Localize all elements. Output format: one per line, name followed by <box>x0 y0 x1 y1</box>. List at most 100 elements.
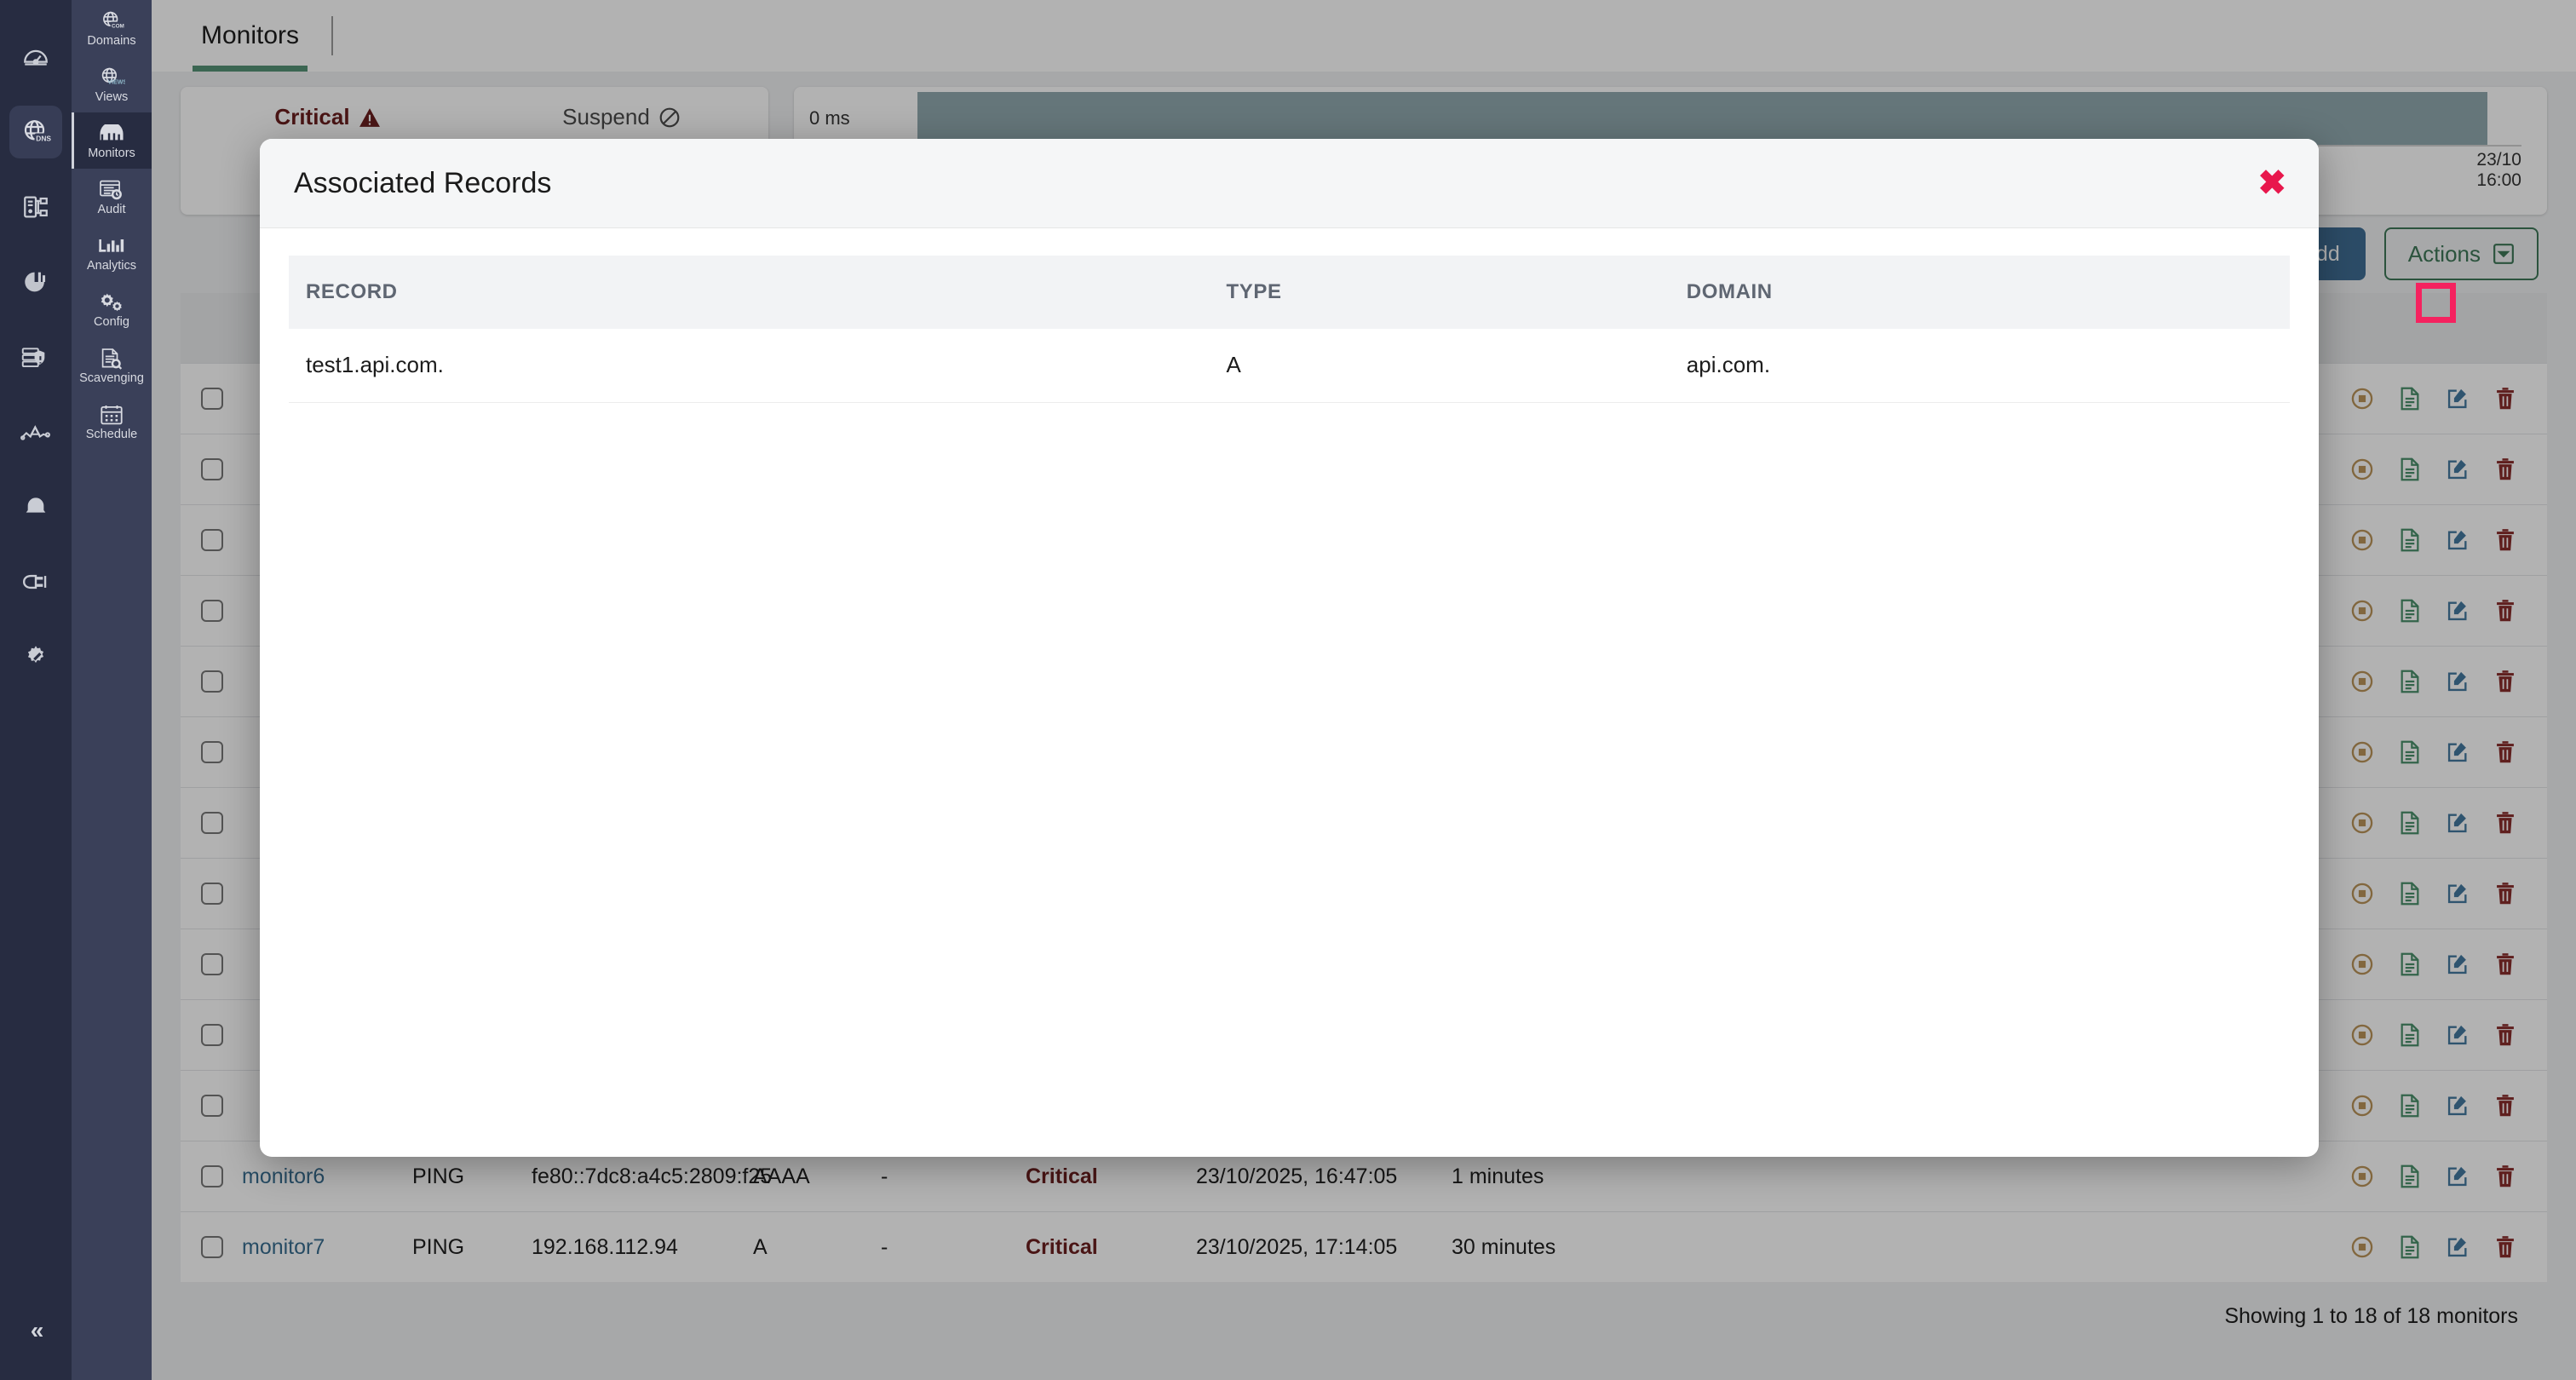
edit-icon[interactable] <box>2445 1093 2470 1118</box>
row-checkbox[interactable] <box>201 1236 223 1258</box>
dashboard-icon[interactable] <box>9 31 62 83</box>
sidebar-item-analytics[interactable]: Analytics <box>72 225 152 281</box>
integrations-icon[interactable] <box>9 555 62 608</box>
header-divider <box>331 16 334 55</box>
collapse-sidebar-button[interactable]: « <box>30 1317 43 1343</box>
alerts-icon[interactable] <box>9 480 62 533</box>
delete-icon[interactable] <box>2493 810 2518 836</box>
suspend-icon[interactable] <box>2349 1164 2375 1189</box>
row-checkbox[interactable] <box>201 1024 223 1046</box>
delete-icon[interactable] <box>2493 1093 2518 1118</box>
records-icon[interactable] <box>2397 881 2423 906</box>
edit-icon[interactable] <box>2445 810 2470 836</box>
records-icon[interactable] <box>2397 810 2423 836</box>
dns-icon[interactable]: DNS <box>9 106 62 158</box>
column-header-record[interactable]: RECORD <box>306 280 398 303</box>
suspend-icon[interactable] <box>2349 881 2375 906</box>
delete-icon[interactable] <box>2493 386 2518 411</box>
status-critical-box[interactable]: Critical <box>181 104 474 130</box>
sidebar-item-schedule[interactable]: Schedule <box>72 394 152 450</box>
delete-icon[interactable] <box>2493 598 2518 624</box>
table-row[interactable]: monitor7 PING 192.168.112.94 A - Critical 23/1… <box>181 1211 2547 1282</box>
status-suspend-box[interactable]: Suspend <box>474 104 768 130</box>
sidebar-item-domains[interactable]: COM Domains <box>72 0 152 56</box>
suspend-icon[interactable] <box>2349 1234 2375 1260</box>
row-checkbox[interactable] <box>201 670 223 693</box>
edit-icon[interactable] <box>2445 881 2470 906</box>
records-icon[interactable] <box>2397 1164 2423 1189</box>
row-checkbox[interactable] <box>201 812 223 834</box>
settings-icon[interactable] <box>9 630 62 683</box>
delete-icon[interactable] <box>2493 952 2518 977</box>
tab-monitors[interactable]: Monitors <box>193 0 308 72</box>
edit-icon[interactable] <box>2445 527 2470 553</box>
records-icon[interactable] <box>2397 457 2423 482</box>
suspend-icon[interactable] <box>2349 527 2375 553</box>
security-icon[interactable] <box>9 331 62 383</box>
sidebar-item-audit[interactable]: Audit <box>72 169 152 225</box>
suspend-icon[interactable] <box>2349 952 2375 977</box>
edit-icon[interactable] <box>2445 1234 2470 1260</box>
row-checkbox[interactable] <box>201 953 223 975</box>
suspend-icon[interactable] <box>2349 1022 2375 1048</box>
delete-icon[interactable] <box>2493 527 2518 553</box>
suspend-icon[interactable] <box>2349 1093 2375 1118</box>
records-icon[interactable] <box>2397 1022 2423 1048</box>
delete-icon[interactable] <box>2493 739 2518 765</box>
sidebar-item-monitors[interactable]: Monitors <box>72 112 152 169</box>
edit-icon[interactable] <box>2445 1022 2470 1048</box>
calendar-icon <box>99 404 124 426</box>
sidebar-item-label: Scavenging <box>79 371 144 385</box>
records-icon[interactable] <box>2397 1234 2423 1260</box>
records-icon[interactable] <box>2397 386 2423 411</box>
zones-icon[interactable] <box>9 181 62 233</box>
records-icon[interactable] <box>2397 598 2423 624</box>
row-checkbox[interactable] <box>201 458 223 480</box>
delete-icon[interactable] <box>2493 1234 2518 1260</box>
suspend-icon[interactable] <box>2349 669 2375 694</box>
edit-icon[interactable] <box>2445 669 2470 694</box>
row-checkbox[interactable] <box>201 600 223 622</box>
reports-icon[interactable] <box>9 256 62 308</box>
row-checkbox-cell <box>181 1236 242 1258</box>
delete-icon[interactable] <box>2493 669 2518 694</box>
row-checkbox[interactable] <box>201 388 223 410</box>
delete-icon[interactable] <box>2493 457 2518 482</box>
suspend-icon[interactable] <box>2349 386 2375 411</box>
column-header-domain[interactable]: DOMAIN <box>1686 280 1773 303</box>
traffic-icon[interactable] <box>9 405 62 458</box>
sidebar-item-config[interactable]: Config <box>72 281 152 337</box>
delete-icon[interactable] <box>2493 1164 2518 1189</box>
modal-title: Associated Records <box>294 166 552 199</box>
row-checkbox[interactable] <box>201 741 223 763</box>
row-checkbox[interactable] <box>201 883 223 905</box>
records-icon[interactable] <box>2397 527 2423 553</box>
suspend-icon[interactable] <box>2349 598 2375 624</box>
actions-button[interactable]: Actions <box>2383 227 2539 280</box>
column-header-type[interactable]: TYPE <box>1226 280 1282 303</box>
modal-header: Associated Records ✖ <box>260 139 2319 228</box>
suspend-icon[interactable] <box>2349 739 2375 765</box>
edit-icon[interactable] <box>2445 457 2470 482</box>
sidebar-item-label: Audit <box>97 203 126 216</box>
records-icon[interactable] <box>2397 669 2423 694</box>
row-checkbox[interactable] <box>201 529 223 551</box>
edit-icon[interactable] <box>2445 386 2470 411</box>
edit-icon[interactable] <box>2445 598 2470 624</box>
edit-icon[interactable] <box>2445 952 2470 977</box>
edit-icon[interactable] <box>2445 739 2470 765</box>
records-icon[interactable] <box>2397 739 2423 765</box>
row-checkbox[interactable] <box>201 1165 223 1187</box>
delete-icon[interactable] <box>2493 881 2518 906</box>
sidebar-item-scavenging[interactable]: Scavenging <box>72 337 152 394</box>
suspend-icon[interactable] <box>2349 457 2375 482</box>
records-icon[interactable] <box>2397 952 2423 977</box>
close-icon[interactable]: ✖ <box>2257 164 2286 202</box>
delete-icon[interactable] <box>2493 1022 2518 1048</box>
row-checkbox[interactable] <box>201 1095 223 1117</box>
suspend-icon[interactable] <box>2349 810 2375 836</box>
edit-icon[interactable] <box>2445 1164 2470 1189</box>
records-icon[interactable] <box>2397 1093 2423 1118</box>
sidebar-item-views[interactable]: VIEWS Views <box>72 56 152 112</box>
